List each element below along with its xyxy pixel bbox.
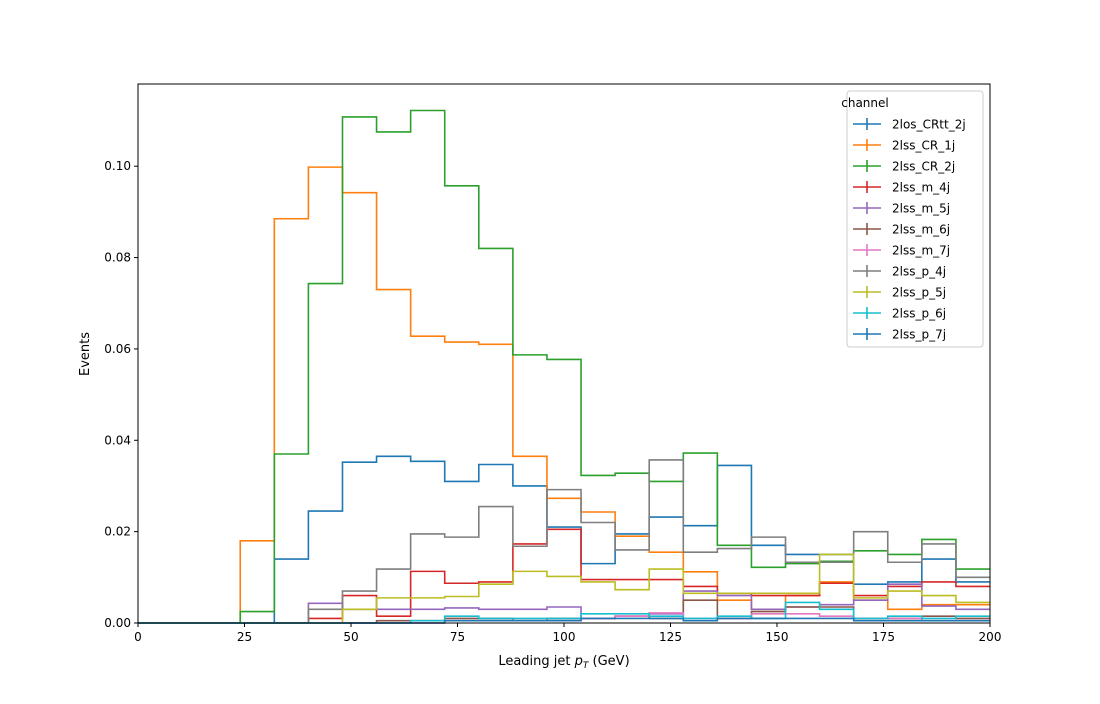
- legend-entry: 2lss_p_4j: [853, 265, 946, 279]
- legend-label: 2lss_m_7j: [892, 244, 950, 258]
- x-tick-label: 50: [343, 630, 358, 644]
- x-tick-label: 175: [872, 630, 895, 644]
- x-tick-label: 0: [134, 630, 142, 644]
- y-tick-label: 0.10: [104, 159, 131, 173]
- legend-label: 2lss_CR_2j: [892, 160, 955, 174]
- legend-box: [846, 90, 984, 348]
- legend-label: 2lss_p_6j: [892, 307, 946, 321]
- legend-entry: 2lss_m_7j: [853, 244, 950, 258]
- legend-entry: 2lss_m_5j: [853, 202, 950, 216]
- legend-entry: 2lss_m_4j: [853, 181, 950, 195]
- legend-title: channel: [841, 96, 888, 110]
- y-tick-label: 0.08: [104, 251, 131, 265]
- x-axis: 0 25 50 75 100 125 150 175 200: [134, 623, 1001, 644]
- legend-entry: 2los_CRtt_2j: [853, 118, 966, 132]
- y-tick-label: 0.04: [104, 433, 131, 447]
- series-line-2lss_p_5j: [138, 553, 990, 624]
- legend: channel 2los_CRtt_2j 2lss_CR_1j 2lss_CR_2j 2…: [841, 90, 984, 348]
- legend-label: 2lss_m_4j: [892, 181, 950, 195]
- legend-label: 2lss_CR_1j: [892, 139, 955, 153]
- y-tick-label: 0.00: [104, 616, 131, 630]
- x-tick-label: 25: [237, 630, 252, 644]
- legend-entry: 2lss_CR_2j: [853, 160, 955, 174]
- y-tick-label: 0.06: [104, 342, 131, 356]
- legend-label: 2los_CRtt_2j: [892, 118, 966, 132]
- legend-label: 2lss_p_5j: [892, 286, 946, 300]
- legend-entry: 2lss_p_5j: [853, 286, 946, 300]
- legend-label: 2lss_m_5j: [892, 202, 950, 216]
- legend-entry: 2lss_p_6j: [853, 307, 946, 321]
- series-line-2lss_p_4j: [138, 459, 990, 624]
- legend-label: 2lss_m_6j: [892, 223, 950, 237]
- legend-entry: 2lss_CR_1j: [853, 139, 955, 153]
- x-tick-label: 125: [659, 630, 682, 644]
- legend-entry: 2lss_m_6j: [853, 223, 950, 237]
- x-tick-label: 100: [553, 630, 576, 644]
- x-tick-label: 75: [450, 630, 465, 644]
- legend-entry: 2lss_p_7j: [853, 328, 946, 342]
- x-axis-label: Leading jet pT (GeV): [498, 654, 629, 671]
- y-tick-label: 0.02: [104, 525, 131, 539]
- x-tick-label: 200: [979, 630, 1002, 644]
- legend-label: 2lss_p_7j: [892, 328, 946, 342]
- x-tick-label: 150: [766, 630, 789, 644]
- legend-label: 2lss_p_4j: [892, 265, 946, 279]
- series-line-2lss_p_6j: [138, 601, 990, 624]
- y-axis-label: Events: [78, 332, 93, 376]
- series-line-2lss_m_5j: [138, 583, 990, 624]
- y-axis: 0.00 0.02 0.04 0.06 0.08 0.10: [104, 159, 138, 630]
